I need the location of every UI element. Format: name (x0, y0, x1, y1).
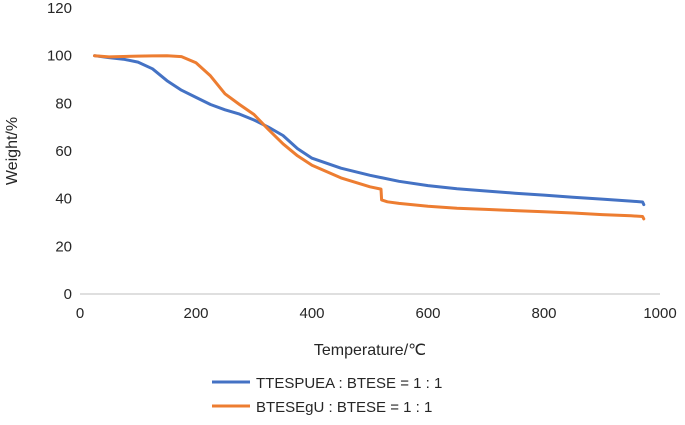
x-tick-label: 600 (415, 305, 440, 322)
x-axis-title: Temperature/℃ (314, 342, 426, 359)
x-tick-label: 0 (76, 305, 84, 322)
y-axis-title: Weight/% (4, 117, 21, 185)
series-line-1 (93, 54, 646, 207)
y-tick-label: 100 (47, 48, 72, 65)
y-tick-label: 60 (55, 143, 72, 160)
x-tick-label: 800 (531, 305, 556, 322)
series-line-2 (93, 54, 646, 221)
x-tick-label: 1000 (643, 305, 676, 322)
y-tick-label: 80 (55, 95, 72, 112)
y-tick-label: 40 (55, 191, 72, 208)
x-tick-label: 200 (183, 305, 208, 322)
x-tick-label: 400 (299, 305, 324, 322)
y-tick-label: 20 (55, 238, 72, 255)
legend-label: BTESEgU : BTESE = 1 : 1 (256, 399, 432, 416)
y-tick-label: 0 (64, 286, 72, 303)
y-tick-label: 120 (47, 0, 72, 17)
legend-label: TTESPUEA : BTESE = 1 : 1 (256, 375, 442, 392)
